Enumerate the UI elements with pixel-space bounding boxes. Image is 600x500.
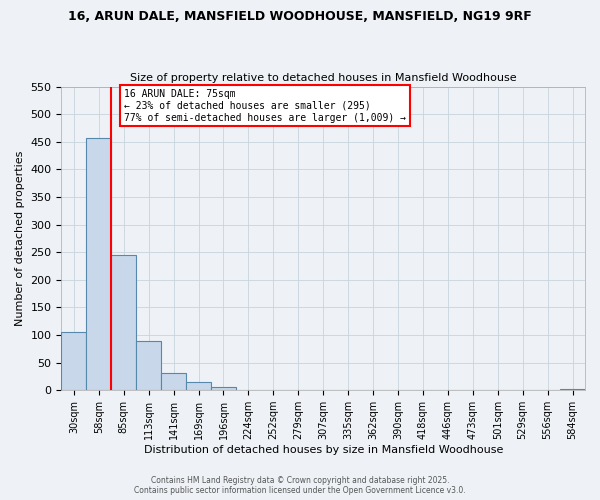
Text: 16 ARUN DALE: 75sqm
← 23% of detached houses are smaller (295)
77% of semi-detac: 16 ARUN DALE: 75sqm ← 23% of detached ho… bbox=[124, 90, 406, 122]
Bar bbox=[86, 138, 111, 390]
Bar bbox=[111, 255, 136, 390]
Bar bbox=[61, 332, 86, 390]
Text: Contains HM Land Registry data © Crown copyright and database right 2025.
Contai: Contains HM Land Registry data © Crown c… bbox=[134, 476, 466, 495]
Title: Size of property relative to detached houses in Mansfield Woodhouse: Size of property relative to detached ho… bbox=[130, 73, 517, 83]
Bar bbox=[136, 340, 161, 390]
Bar bbox=[161, 372, 186, 390]
Bar bbox=[560, 389, 585, 390]
Bar bbox=[186, 382, 211, 390]
Y-axis label: Number of detached properties: Number of detached properties bbox=[15, 150, 25, 326]
X-axis label: Distribution of detached houses by size in Mansfield Woodhouse: Distribution of detached houses by size … bbox=[143, 445, 503, 455]
Text: 16, ARUN DALE, MANSFIELD WOODHOUSE, MANSFIELD, NG19 9RF: 16, ARUN DALE, MANSFIELD WOODHOUSE, MANS… bbox=[68, 10, 532, 23]
Bar bbox=[211, 388, 236, 390]
